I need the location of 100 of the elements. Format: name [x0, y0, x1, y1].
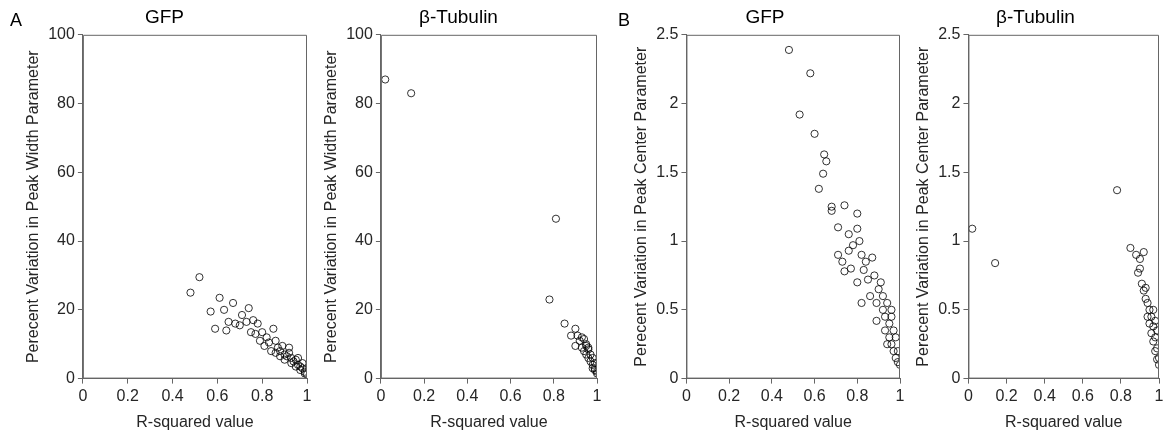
point — [586, 357, 595, 366]
text: A — [10, 9, 23, 30]
point — [887, 312, 896, 321]
point — [1135, 264, 1144, 273]
point — [853, 278, 862, 287]
point — [571, 324, 580, 333]
y-tick-label: 1 — [669, 231, 679, 249]
point — [1143, 312, 1152, 321]
point — [893, 347, 900, 356]
point — [874, 285, 883, 294]
point — [784, 45, 793, 54]
point — [571, 341, 580, 350]
point — [838, 257, 847, 266]
point — [1137, 279, 1146, 288]
x-tick-label: 0 — [78, 386, 88, 404]
x-tick-label: 1 — [895, 386, 905, 404]
point — [1141, 283, 1150, 292]
point — [580, 347, 589, 356]
point — [222, 326, 231, 335]
x-tick-label: 0.2 — [116, 386, 139, 404]
point — [229, 298, 238, 307]
point — [1113, 186, 1122, 195]
x-axis-title: R-squared value — [734, 412, 853, 430]
y-tick-label: 1 — [951, 231, 961, 249]
point — [206, 307, 215, 316]
point — [883, 340, 892, 349]
x-tick-label: 0.8 — [1109, 386, 1133, 404]
point — [287, 353, 296, 362]
point — [861, 257, 870, 266]
point — [1147, 312, 1156, 321]
point — [1151, 347, 1159, 356]
point — [244, 304, 253, 313]
point — [891, 333, 900, 342]
point — [881, 312, 890, 321]
x-tick-label: 0.6 — [803, 386, 826, 404]
point — [577, 343, 586, 352]
y-tick-label: 2 — [669, 93, 679, 111]
point — [573, 331, 582, 340]
point — [1149, 305, 1158, 314]
point — [822, 157, 831, 166]
point — [844, 246, 853, 255]
point — [840, 201, 849, 210]
point — [224, 317, 233, 326]
point — [1149, 322, 1158, 331]
point — [866, 292, 875, 301]
y-tick-label: 1.5 — [656, 162, 679, 180]
point — [881, 326, 890, 335]
point — [855, 237, 864, 246]
x-tick-label: 0.4 — [1033, 386, 1056, 404]
y-tick-label: 0 — [951, 369, 961, 387]
point — [840, 267, 849, 276]
point — [271, 336, 280, 345]
point — [1139, 248, 1148, 257]
point — [857, 298, 866, 307]
point — [246, 328, 255, 337]
point — [1126, 243, 1135, 252]
point — [853, 224, 862, 233]
point — [584, 353, 593, 362]
point — [827, 206, 836, 215]
point — [863, 275, 872, 284]
chart-title: β-Tubulin — [419, 5, 498, 27]
y-tick-label: 20 — [57, 300, 75, 318]
point — [872, 316, 881, 325]
point — [264, 338, 273, 347]
y-tick-label: 2.5 — [938, 25, 961, 43]
y-tick-label: 60 — [355, 162, 373, 180]
point — [560, 319, 569, 328]
x-axis-title: R-squared value — [1005, 412, 1123, 430]
y-axis-title: Perecent Variation in Peak Width Parameter — [24, 49, 42, 364]
y-tick-label: 2.5 — [656, 25, 679, 43]
point — [551, 214, 560, 223]
point — [567, 331, 576, 340]
point — [253, 319, 262, 328]
chart-title: β-Tubulin — [996, 5, 1075, 27]
point — [1145, 319, 1154, 328]
point — [291, 362, 300, 371]
point — [235, 321, 244, 330]
y-axis-title: Perecent Variation in Peak Width Parameter — [322, 49, 340, 364]
point — [1134, 268, 1143, 277]
point — [891, 353, 900, 362]
point — [1145, 305, 1154, 314]
point — [269, 324, 278, 333]
y-tick-label: 0 — [669, 369, 679, 387]
chart-title: GFP — [745, 5, 785, 27]
point — [577, 333, 586, 342]
point — [407, 89, 416, 98]
point — [889, 347, 898, 356]
point — [262, 333, 271, 342]
point — [215, 293, 224, 302]
point — [294, 353, 303, 362]
point — [1135, 254, 1144, 263]
point — [588, 353, 597, 362]
x-tick-label: 0 — [963, 386, 973, 404]
point — [857, 250, 866, 259]
point — [887, 340, 896, 349]
y-tick-label: 20 — [355, 300, 373, 318]
y-axis-title: Perecent Variation in Peak Center Parameter — [914, 46, 932, 367]
point — [878, 305, 887, 314]
point — [814, 184, 823, 193]
x-tick-label: 0.2 — [412, 386, 436, 404]
